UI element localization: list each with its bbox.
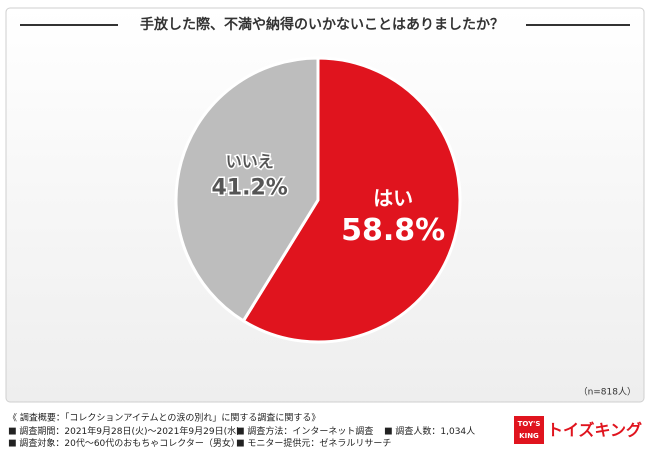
- survey-item: ■ 調査方法：インターネット調査: [236, 425, 373, 437]
- survey-item-text: モニター提供元：ゼネラルリサーチ: [247, 437, 391, 449]
- survey-item-text: 調査方法：インターネット調査: [247, 425, 373, 437]
- slice-value: 41.2%: [212, 176, 288, 201]
- survey-item: ■ 調査人数：1,034人: [384, 425, 475, 437]
- survey-item-text: 調査人数：1,034人: [395, 425, 475, 437]
- pie-slice: [241, 56, 462, 344]
- slice-label: いいえ: [226, 152, 274, 171]
- logo-bottom: KING: [519, 432, 539, 440]
- survey-item-text: 調査対象：20代～60代のおもちゃコレクター（男女）: [19, 437, 240, 449]
- sample-note: （n=818人）: [579, 387, 636, 398]
- survey-item: ■ 調査対象：20代～60代のおもちゃコレクター（男女）: [8, 437, 240, 449]
- survey-item-text: 調査期間：2021年9月28日(火)～2021年9月29日(水): [19, 425, 239, 437]
- chart-title: 手放した際、不満や納得のいかないことはありましたか？: [140, 16, 504, 33]
- logo-box: [514, 416, 544, 444]
- slice-label: はい: [373, 186, 413, 210]
- survey-heading: 《 調査概要：「コレクションアイテムとの涙の別れ」に関する調査に関する》: [8, 412, 320, 424]
- slice-value: 58.8%: [341, 213, 445, 248]
- logo-top: TOY'S: [518, 420, 541, 428]
- survey-item: ■ モニター提供元：ゼネラルリサーチ: [236, 437, 391, 449]
- pie-slice: [174, 56, 320, 323]
- logo-name: トイズキング: [547, 421, 642, 440]
- survey-item: ■ 調査期間：2021年9月28日(火)～2021年9月29日(水): [8, 425, 240, 437]
